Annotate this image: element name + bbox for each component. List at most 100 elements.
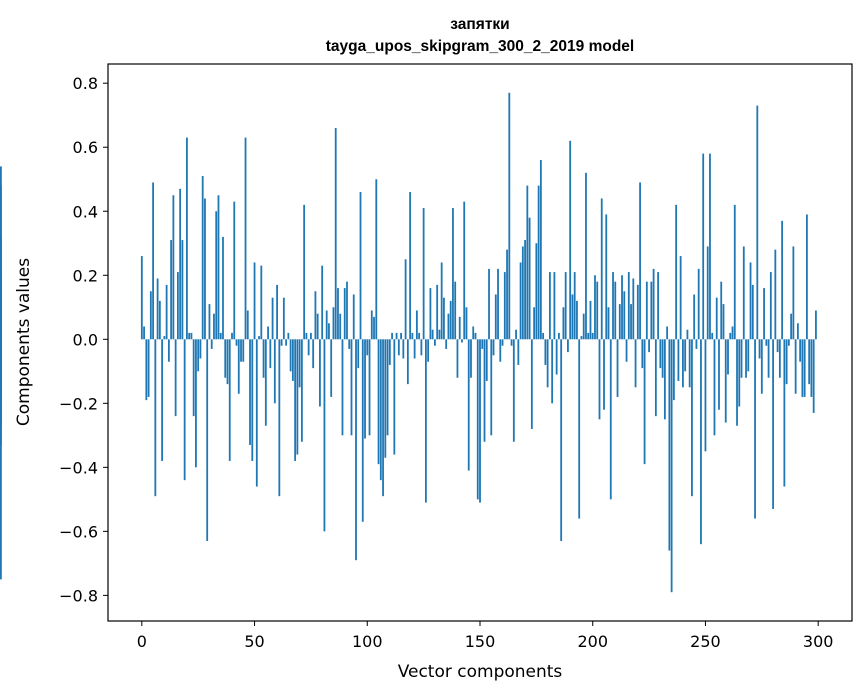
x-axis-ticks: 0 50 100 150 200 250 300 (137, 621, 833, 651)
bar (645, 281, 648, 340)
bar (580, 336, 583, 340)
bar (641, 339, 644, 369)
bar (526, 185, 529, 340)
bar (724, 339, 727, 423)
bar (0, 288, 2, 340)
bar (607, 307, 610, 340)
bar (706, 246, 709, 340)
bar (395, 332, 398, 340)
bar (600, 198, 603, 340)
bar (481, 339, 484, 349)
bar (519, 262, 522, 340)
bar (521, 246, 524, 340)
y-axis-label: Components values (14, 258, 34, 426)
bar (808, 339, 811, 385)
bar (506, 249, 508, 340)
x-tick-label: 150 (465, 632, 496, 651)
bar (727, 339, 729, 375)
bar (213, 313, 215, 340)
bar (634, 339, 637, 388)
bar (190, 332, 193, 340)
bar (589, 300, 592, 340)
x-axis-label: Vector components (398, 662, 563, 682)
bar (140, 256, 143, 340)
bar (720, 281, 723, 340)
bar (682, 339, 684, 388)
bar (366, 339, 369, 356)
bar (582, 313, 585, 340)
bar (391, 332, 393, 340)
bar (174, 339, 177, 417)
bar (418, 332, 421, 340)
x-tick-label: 100 (352, 632, 383, 651)
bar (454, 281, 457, 340)
bar (436, 284, 439, 340)
bar (605, 214, 608, 340)
bar (458, 316, 461, 340)
y-tick-label: 0.0 (73, 330, 98, 349)
bar (424, 339, 427, 503)
bar (298, 339, 301, 388)
x-tick-label: 0 (137, 632, 147, 651)
chart-title: запятки (450, 16, 509, 33)
bar (675, 204, 678, 340)
bar (596, 281, 599, 340)
bar (415, 310, 418, 340)
bar (792, 246, 795, 340)
bar (0, 339, 2, 580)
bar (334, 128, 337, 340)
bar (319, 339, 321, 407)
bar (197, 339, 200, 372)
bar (801, 339, 804, 397)
bar (733, 204, 736, 340)
bar (379, 339, 382, 481)
bar (195, 339, 197, 468)
bar (222, 236, 224, 340)
bar (307, 339, 310, 356)
bar (231, 332, 233, 340)
bar (704, 339, 707, 452)
bar (368, 339, 371, 436)
bar (467, 339, 470, 471)
bar (569, 140, 572, 340)
bar (542, 332, 545, 340)
bar (434, 339, 436, 346)
bar (659, 339, 662, 369)
bar (512, 339, 515, 442)
bar (745, 339, 747, 378)
bar (384, 339, 387, 458)
y-tick-label: −0.6 (59, 522, 98, 541)
bar (332, 307, 335, 340)
bar (697, 268, 700, 340)
bar (661, 339, 664, 378)
bar (463, 201, 466, 340)
bar (242, 339, 245, 362)
bar (276, 284, 278, 340)
bar (305, 332, 308, 340)
bar (508, 92, 511, 340)
bar (375, 179, 378, 340)
bar (702, 153, 705, 340)
bar (539, 160, 542, 340)
bar (341, 339, 344, 436)
bar (267, 326, 269, 340)
bar (427, 339, 430, 362)
bar (609, 339, 612, 500)
bar (769, 272, 772, 340)
bar (246, 310, 249, 340)
bar (361, 339, 364, 522)
bar (465, 307, 468, 340)
bar (560, 339, 563, 541)
bar (555, 339, 558, 375)
bar (386, 339, 389, 436)
bar (731, 326, 734, 340)
bar (456, 339, 459, 378)
bar (796, 323, 799, 340)
bar (244, 137, 247, 340)
bar (289, 339, 292, 372)
bar (490, 339, 493, 436)
bar (760, 339, 763, 394)
bar (253, 262, 256, 340)
bar (695, 339, 698, 349)
bar (772, 339, 774, 509)
